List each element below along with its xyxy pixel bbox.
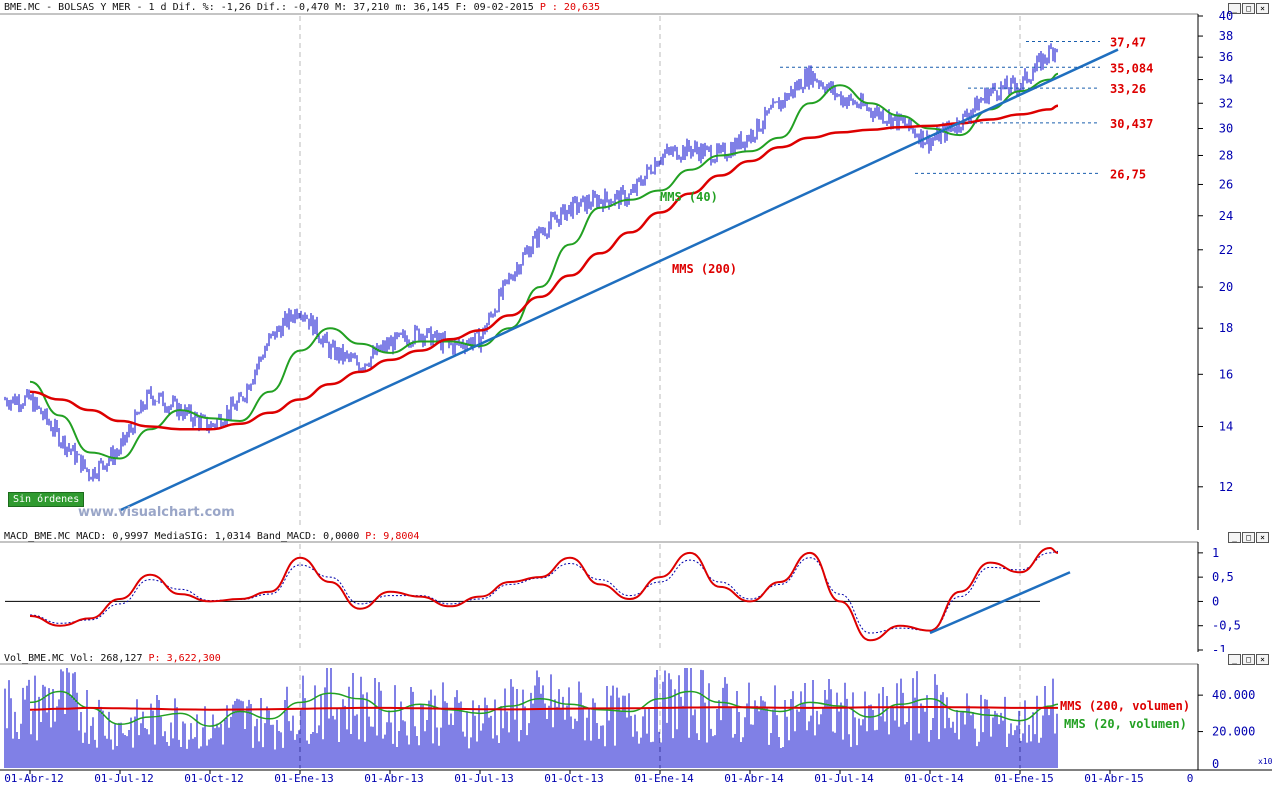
price-y-tick-label: 28 [1219, 148, 1233, 162]
vol-y-tick-label: 20.000 [1212, 725, 1255, 739]
vol-panel-header: Vol_BME.MC Vol: 268,127 P: 3,622,300 [4, 653, 221, 664]
x-axis-label: 01-Abr-13 [364, 772, 424, 785]
price-level-label: 33,26 [1110, 82, 1146, 96]
vol-mms200-line [29, 705, 1058, 711]
volume-chart: 20.000 40.000 0 MMS (200, volumen) MMS (20, … [0, 663, 1272, 785]
price-panel: BME.MC - BOLSAS Y MER - 1 d Dif. %: -1,2… [0, 2, 1269, 530]
macd-y-tick-label: 0 [1212, 594, 1219, 608]
x-axis-label: 01-Abr-12 [4, 772, 64, 785]
mms200-line [29, 104, 1059, 431]
x-axis-label: 01-Jul-13 [454, 772, 514, 785]
vol-header-p-value: P: 3,622,300 [148, 653, 221, 664]
vol-minimize-button[interactable]: _ [1228, 654, 1241, 665]
macd-trendline [929, 571, 1071, 635]
volume-panel: Vol_BME.MC Vol: 268,127 P: 3,622,300 _ □… [0, 652, 1272, 788]
price-y-tick-label: 32 [1219, 96, 1233, 110]
price-minimize-button[interactable]: _ [1228, 3, 1241, 14]
x-axis-corner-label: 0 [1187, 772, 1194, 785]
price-level-label: 35,084 [1110, 61, 1153, 75]
x-axis-label: 01-Ene-15 [994, 772, 1054, 785]
mms200-label: MMS (200) [672, 262, 737, 276]
price-header-p-value: P : 20,635 [539, 2, 601, 13]
macd-signal-line [29, 550, 1059, 634]
macd-header-p-value: P: 9,8004 [365, 531, 420, 542]
price-trendline [119, 48, 1119, 512]
price-y-tick-label: 40 [1219, 9, 1233, 23]
x-axis-label: 01-Ene-14 [634, 772, 694, 785]
vol-multiplier-label: x10 [1258, 757, 1272, 766]
macd-y-tick-label: -1 [1212, 643, 1226, 652]
vol-maximize-button[interactable]: □ [1242, 654, 1255, 665]
price-panel-header: BME.MC - BOLSAS Y MER - 1 d Dif. %: -1,2… [4, 2, 600, 13]
macd-panel: MACD_BME.MC MACD: 0,9997 MediaSIG: 1,031… [0, 530, 1272, 652]
macd-close-button[interactable]: × [1256, 532, 1269, 543]
price-y-tick-label: 24 [1219, 209, 1233, 223]
price-level-label: 30,437 [1110, 117, 1153, 131]
price-y-tick-label: 38 [1219, 29, 1233, 43]
vol-y-tick-label: 0 [1212, 757, 1219, 771]
watermark: www.visualchart.com [78, 505, 235, 520]
x-axis-label: 01-Abr-14 [724, 772, 784, 785]
price-y-tick-label: 30 [1219, 121, 1233, 135]
vol-legend-mms20: MMS (20, volumen) [1064, 717, 1187, 731]
price-y-tick-label: 18 [1219, 321, 1233, 335]
x-axis-label: 01-Jul-14 [814, 772, 874, 785]
price-level-label: 26,75 [1110, 167, 1146, 181]
price-y-tick-label: 34 [1219, 73, 1233, 87]
macd-y-tick-label: 1 [1212, 546, 1219, 560]
price-y-tick-label: 36 [1219, 50, 1233, 64]
x-axis-label: 01-Oct-14 [904, 772, 964, 785]
mms40-label: MMS (40) [660, 190, 718, 204]
x-axis-label: 01-Oct-12 [184, 772, 244, 785]
macd-line [29, 546, 1059, 642]
x-axis-label: 01-Abr-15 [1084, 772, 1144, 785]
x-axis-label: 01-Jul-12 [94, 772, 154, 785]
macd-maximize-button[interactable]: □ [1242, 532, 1255, 543]
x-axis-label: 01-Ene-13 [274, 772, 334, 785]
price-header-text: BME.MC - BOLSAS Y MER - 1 d Dif. %: -1,2… [4, 2, 534, 13]
no-orders-badge[interactable]: Sin órdenes [8, 492, 85, 507]
vol-close-button[interactable]: × [1256, 654, 1269, 665]
price-y-tick-label: 20 [1219, 280, 1233, 294]
macd-y-tick-label: 0,5 [1212, 570, 1234, 584]
vol-mms20-line [29, 690, 1059, 727]
macd-header-text: MACD_BME.MC MACD: 0,9997 MediaSIG: 1,031… [4, 531, 360, 542]
price-chart: 12 14 16 18 20 22 24 26 28 30 32 34 36 38 40 MMS (40) MM… [0, 9, 1233, 530]
vol-header-text: Vol_BME.MC Vol: 268,127 [4, 653, 143, 664]
price-y-tick-label: 12 [1219, 480, 1233, 494]
price-y-tick-label: 16 [1219, 367, 1233, 381]
macd-y-tick-label: -0,5 [1212, 619, 1241, 633]
price-maximize-button[interactable]: □ [1242, 3, 1255, 14]
macd-chart: 1 0,5 0 -0,5 -1 [0, 541, 1241, 652]
mms40-line [29, 72, 1059, 460]
vol-legend-mms200: MMS (200, volumen) [1060, 699, 1190, 713]
macd-panel-header: MACD_BME.MC MACD: 0,9997 MediaSIG: 1,031… [4, 531, 419, 542]
price-y-tick-label: 14 [1219, 420, 1233, 434]
x-axis-label: 01-Oct-13 [544, 772, 604, 785]
price-close-button[interactable]: × [1256, 3, 1269, 14]
price-y-tick-label: 22 [1219, 243, 1233, 257]
vol-y-tick-label: 40.000 [1212, 688, 1255, 702]
price-y-tick-label: 26 [1219, 177, 1233, 191]
price-level-label: 37,47 [1110, 36, 1146, 50]
macd-minimize-button[interactable]: _ [1228, 532, 1241, 543]
